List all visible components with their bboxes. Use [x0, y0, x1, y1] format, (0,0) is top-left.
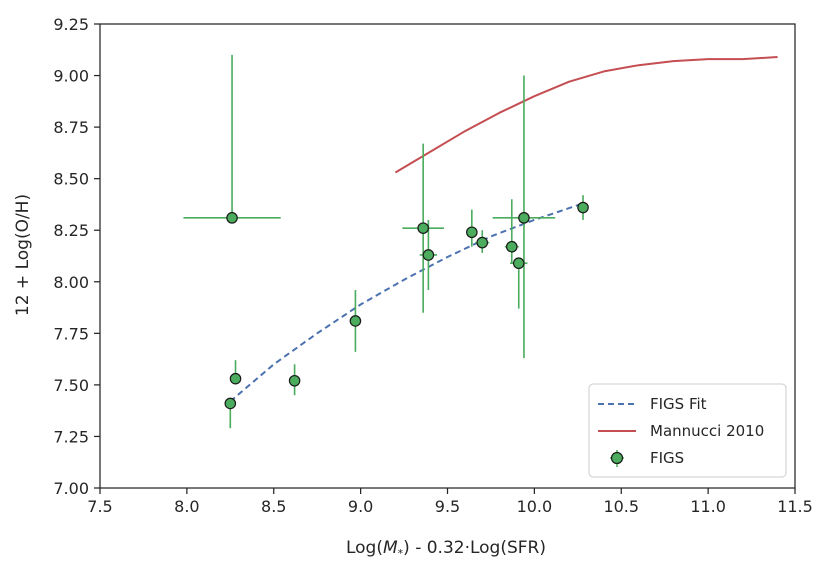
figs-point	[226, 212, 238, 224]
figs-point	[466, 226, 478, 239]
mannucci-2010-line	[394, 56, 778, 174]
figs-point	[518, 212, 530, 224]
x-tick-label: 8.5	[261, 497, 286, 516]
figs-point	[476, 236, 489, 249]
legend-swatch-figs-marker	[610, 451, 624, 465]
figs-point	[288, 374, 301, 387]
x-tick-label: 10.0	[517, 497, 553, 516]
legend-box	[588, 383, 787, 478]
legend-label-mannucci: Mannucci 2010	[650, 422, 764, 440]
figs-point	[349, 315, 362, 327]
legend: FIGS Fit Mannucci 2010 FIGS	[588, 383, 787, 478]
y-tick-label: 8.75	[53, 118, 89, 137]
x-tick-label: 8.0	[174, 497, 199, 516]
y-tick-label: 9.00	[53, 67, 89, 86]
figs-point	[422, 249, 435, 261]
x-tick-label: 9.5	[435, 497, 460, 516]
y-tick-label: 7.25	[53, 427, 89, 446]
y-tick-label: 7.00	[53, 479, 89, 498]
x-tick-label: 7.5	[87, 497, 112, 516]
legend-label-figs-fit: FIGS Fit	[650, 395, 707, 413]
figs-point	[577, 201, 589, 214]
y-tick-label: 7.50	[53, 376, 89, 395]
figs-point	[224, 397, 237, 410]
x-tick-label: 11.5	[777, 497, 813, 516]
y-tick-label: 8.50	[53, 170, 89, 189]
y-tick-label: 8.25	[53, 221, 89, 240]
figs-fit-line	[229, 202, 584, 403]
x-tick-label: 10.5	[603, 497, 639, 516]
x-axis: 7.5 8.0 8.5 9.0 9.5 10.0 10.5 11.0 11.5	[87, 488, 813, 516]
figs-point	[505, 240, 518, 253]
figs-point	[229, 372, 242, 385]
figs-point	[512, 257, 525, 270]
figs-point	[417, 222, 429, 234]
legend-label-figs: FIGS	[650, 449, 684, 467]
y-axis-label: 12 + Log(O/H)	[13, 194, 33, 316]
y-tick-label: 9.25	[53, 15, 89, 34]
y-tick-label: 7.75	[53, 324, 89, 343]
x-tick-label: 11.0	[690, 497, 726, 516]
x-axis-label: Log(M*) - 0.32·Log(SFR)	[346, 538, 546, 560]
y-tick-label: 8.00	[53, 273, 89, 292]
y-axis: 7.00 7.25 7.50 7.75 8.00 8.25 8.50 8.75 9.00 9.25	[53, 15, 100, 498]
x-tick-label: 9.0	[348, 497, 373, 516]
